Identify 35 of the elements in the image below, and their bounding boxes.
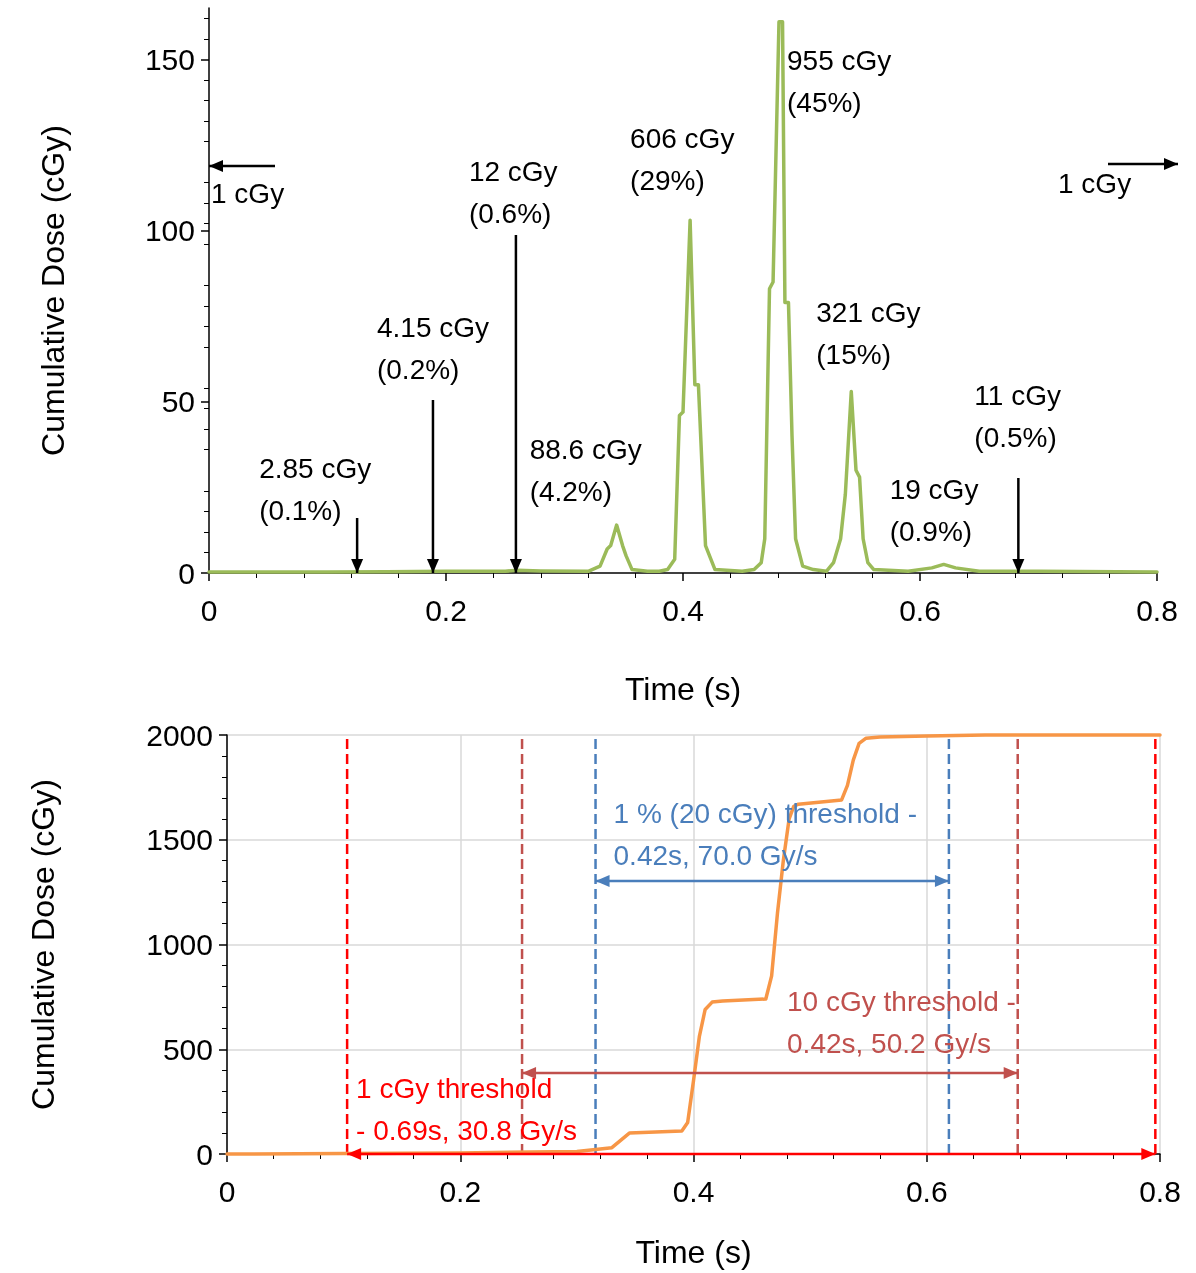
annotation: 1 cGy (211, 177, 285, 209)
annotation: 321 cGy (15%) (816, 297, 921, 371)
annotation: 4.15 cGy (0.2%) (376, 311, 490, 385)
x-tick-label: 0.6 (899, 593, 941, 627)
annotation: 2.85 cGy (0.1%) (259, 452, 372, 526)
x-tick-label: 0.2 (439, 1174, 482, 1208)
x-tick-label: 0.8 (1139, 1174, 1181, 1208)
y-tick-label: 50 (161, 385, 195, 419)
ref-line-label: 1 cGy threshold - 0.69s, 30.8 Gy/s (356, 1072, 578, 1146)
annotation: 11 cGy (0.5%) (974, 379, 1061, 453)
ref-line-label: 10 cGy threshold - 0.42s, 50.2 Gy/s (787, 985, 1016, 1059)
x-axis-title: Time (s) (635, 1234, 752, 1270)
x-tick-label: 0 (218, 1174, 236, 1208)
x-tick-label: 0.8 (1136, 593, 1178, 627)
x-tick-label: 0.2 (425, 593, 467, 627)
annotation: 12 cGy (0.6%) (468, 155, 558, 229)
x-axis-title: Time (s) (624, 671, 742, 707)
y-tick-label: 500 (162, 1032, 213, 1066)
y-tick-label: 1000 (146, 928, 213, 961)
y-tick-label: 0 (178, 556, 195, 590)
y-tick-label: 100 (144, 214, 195, 248)
annotation: 19 cGy (0.9%) (889, 474, 979, 548)
annotation: 606 cGy (29%) (630, 123, 735, 197)
annotation: 88.6 cGy (4.2%) (529, 434, 642, 508)
y-axis-title: Cumulative Dose (cGy) (25, 779, 61, 1110)
y-tick-label: 1500 (146, 823, 213, 857)
y-axis-title: Cumulative Dose (cGy) (35, 125, 71, 456)
annotation: 955 cGy (45%) (786, 44, 892, 118)
x-tick-label: 0.4 (662, 593, 704, 627)
y-tick-label: 2000 (146, 718, 213, 752)
y-tick-label: 150 (144, 42, 195, 76)
y-tick-label: 0 (196, 1137, 213, 1171)
x-tick-label: 0.4 (672, 1174, 715, 1208)
x-tick-label: 0.6 (905, 1174, 948, 1208)
annotation: 1 cGy (1058, 167, 1132, 199)
